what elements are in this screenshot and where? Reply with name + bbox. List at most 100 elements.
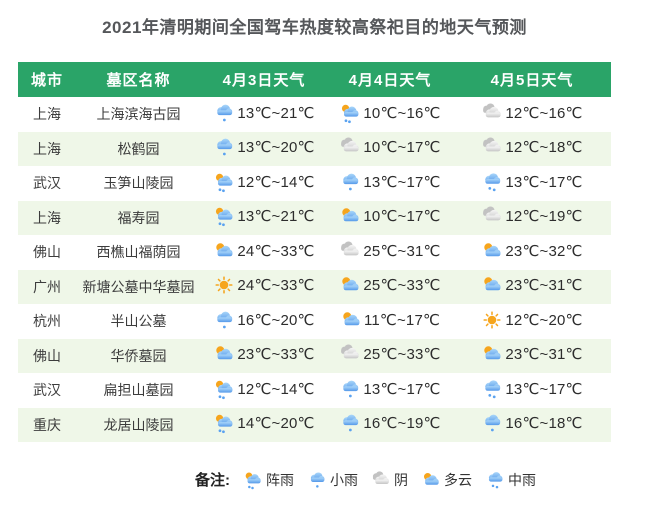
moderate-rain-icon	[481, 378, 503, 400]
temperature-range: 10℃~17℃	[363, 208, 441, 226]
shower-icon	[213, 205, 235, 227]
overcast-icon	[339, 343, 361, 365]
moderate-rain-icon	[481, 171, 503, 193]
shower-icon	[213, 171, 235, 193]
temperature-range: 23℃~33℃	[237, 346, 315, 364]
weather-cell: 13℃~20℃	[201, 132, 327, 167]
legend-item: 阴	[371, 470, 408, 490]
table-row: 上海 上海滨海古园 13℃~21℃ 10℃~16℃ 12℃~16℃	[18, 97, 611, 132]
weather-cell: 13℃~17℃	[453, 166, 611, 201]
temperature-range: 12℃~19℃	[505, 208, 583, 226]
weather-cell: 23℃~33℃	[201, 339, 327, 374]
temperature-range: 25℃~31℃	[363, 242, 441, 260]
weather-cell: 25℃~33℃	[327, 270, 453, 305]
weather-cell: 12℃~14℃	[201, 373, 327, 408]
table-row: 武汉 玉笋山陵园 12℃~14℃ 13℃~17℃ 13℃~17℃	[18, 166, 611, 201]
weather-cell: 24℃~33℃	[201, 270, 327, 305]
weather-forecast: 24℃~33℃	[213, 274, 314, 296]
city-cell: 上海	[33, 140, 61, 157]
city-cell: 上海	[33, 209, 61, 226]
legend-items: 阵雨 小雨 阴 多云 中雨	[243, 470, 536, 490]
weather-forecast: 23℃~33℃	[213, 343, 314, 365]
city-cell: 佛山	[33, 244, 61, 261]
light-rain-icon	[213, 102, 235, 124]
shower-icon	[243, 470, 263, 490]
temperature-range: 23℃~32℃	[505, 242, 583, 260]
weather-forecast: 25℃~33℃	[339, 343, 440, 365]
temperature-range: 10℃~16℃	[363, 104, 441, 122]
weather-cell: 12℃~20℃	[453, 304, 611, 339]
column-header-april-4: 4月4日天气	[327, 62, 453, 97]
weather-cell: 23℃~31℃	[453, 339, 611, 374]
legend-item-label: 小雨	[330, 471, 358, 488]
city-cell: 上海	[33, 106, 61, 123]
table-row: 杭州 半山公墓 16℃~20℃ 11℃~17℃ 12℃~20℃	[18, 304, 611, 339]
weather-cell: 12℃~19℃	[453, 201, 611, 236]
sunny-icon	[213, 274, 235, 296]
column-header-april-3: 4月3日天气	[201, 62, 327, 97]
cemetery-cell: 半山公墓	[110, 313, 167, 330]
weather-forecast: 13℃~21℃	[213, 205, 314, 227]
moderate-rain-icon	[485, 470, 505, 490]
weather-cell: 12℃~14℃	[201, 166, 327, 201]
weather-cell: 23℃~32℃	[453, 235, 611, 270]
temperature-range: 10℃~17℃	[363, 139, 441, 157]
temperature-range: 14℃~20℃	[237, 415, 315, 433]
temperature-range: 16℃~19℃	[363, 415, 441, 433]
temperature-range: 24℃~33℃	[237, 242, 315, 260]
weather-forecast: 13℃~20℃	[213, 136, 314, 158]
legend-item-label: 中雨	[508, 471, 536, 488]
column-header-city: 城市	[18, 62, 76, 97]
table-row: 广州 新塘公墓中华墓园 24℃~33℃ 25℃~33℃ 23℃~31℃	[18, 269, 611, 305]
weather-cell: 11℃~17℃	[327, 304, 453, 339]
cemetery-cell: 松鹤园	[117, 140, 160, 157]
temperature-range: 13℃~20℃	[237, 139, 315, 157]
weather-cell: 23℃~31℃	[453, 270, 611, 305]
table-row: 重庆 龙居山陵园 14℃~20℃ 16℃~19℃ 16℃~18℃	[18, 407, 611, 443]
weather-forecast: 14℃~20℃	[213, 412, 314, 434]
cloudy-icon	[339, 205, 361, 227]
weather-forecast: 16℃~20℃	[213, 309, 314, 331]
city-cell: 武汉	[33, 382, 61, 399]
overcast-icon	[339, 240, 361, 262]
table-row: 武汉 扁担山墓园 12℃~14℃ 13℃~17℃ 13℃~17℃	[18, 373, 611, 408]
overcast-icon	[371, 470, 391, 490]
weather-forecast: 13℃~17℃	[481, 171, 582, 193]
temperature-range: 25℃~33℃	[363, 277, 441, 295]
legend-item-label: 阵雨	[266, 471, 294, 488]
temperature-range: 13℃~17℃	[505, 380, 583, 398]
temperature-range: 12℃~14℃	[237, 173, 315, 191]
weather-cell: 16℃~20℃	[201, 304, 327, 339]
shower-icon	[339, 102, 361, 124]
legend-item-label: 阴	[394, 471, 408, 488]
temperature-range: 12℃~16℃	[505, 104, 583, 122]
temperature-range: 12℃~18℃	[505, 139, 583, 157]
weather-forecast: 23℃~32℃	[481, 240, 582, 262]
weather-forecast: 13℃~17℃	[339, 171, 440, 193]
weather-cell: 12℃~18℃	[453, 132, 611, 167]
temperature-range: 11℃~17℃	[363, 311, 441, 329]
cemetery-cell: 福寿园	[117, 209, 160, 226]
light-rain-icon	[213, 309, 235, 331]
cloudy-icon	[213, 343, 235, 365]
temperature-range: 16℃~18℃	[505, 415, 583, 433]
overcast-icon	[481, 205, 503, 227]
weather-cell: 14℃~20℃	[201, 408, 327, 443]
cloudy-icon	[481, 274, 503, 296]
cloudy-icon	[421, 470, 441, 490]
city-cell: 重庆	[33, 416, 61, 433]
light-rain-icon	[339, 171, 361, 193]
weather-cell: 24℃~33℃	[201, 235, 327, 270]
light-rain-icon	[307, 470, 327, 490]
weather-forecast: 11℃~17℃	[340, 309, 440, 331]
cemetery-cell: 扁担山墓园	[103, 382, 174, 399]
weather-cell: 13℃~17℃	[327, 166, 453, 201]
weather-cell: 13℃~21℃	[201, 201, 327, 236]
page-title: 2021年清明期间全国驾车热度较高祭祀目的地天气预测	[102, 18, 527, 37]
weather-cell: 25℃~33℃	[327, 339, 453, 374]
overcast-icon	[481, 136, 503, 158]
light-rain-icon	[339, 412, 361, 434]
weather-forecast: 12℃~19℃	[481, 205, 582, 227]
forecast-table: 城市 墓区名称 4月3日天气 4月4日天气 4月5日天气 上海 上海滨海古园 13℃…	[18, 62, 611, 442]
